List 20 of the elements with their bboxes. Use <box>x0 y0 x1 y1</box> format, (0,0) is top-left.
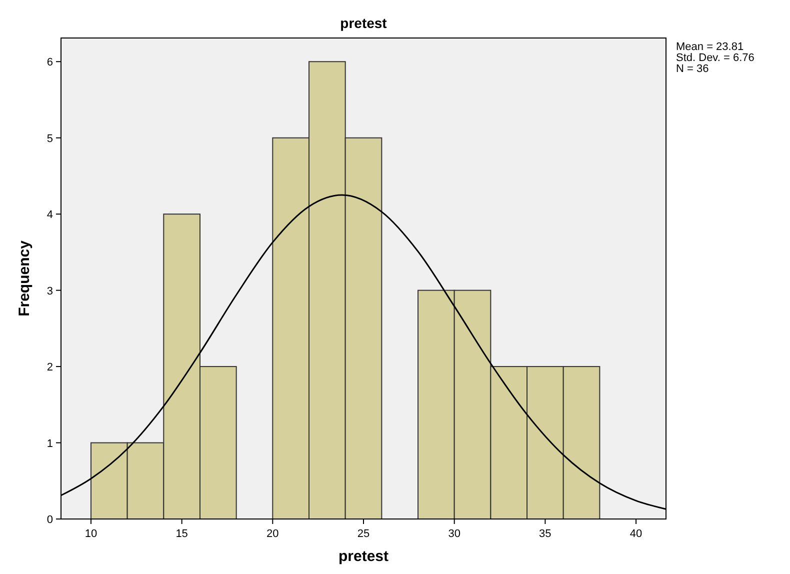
x-tick-label: 30 <box>448 528 460 540</box>
x-tick-label: 25 <box>357 528 370 540</box>
x-tick-label: 40 <box>630 528 642 540</box>
x-axis-title: pretest <box>338 548 389 565</box>
text: Mean = 23.81 <box>676 41 744 53</box>
y-tick-label: 5 <box>46 132 53 145</box>
y-axis-title: Frequency <box>16 240 33 316</box>
y-tick-label: 0 <box>46 514 53 526</box>
chart-title: pretest <box>340 15 388 31</box>
text: N = 36 <box>676 63 709 75</box>
x-tick-label: 10 <box>84 528 98 540</box>
text: Std. Dev. = 6.76 <box>676 52 754 64</box>
x-tick-label: 35 <box>539 528 552 540</box>
y-tick-label: 4 <box>46 209 53 222</box>
x-tick-label: 20 <box>266 528 279 540</box>
y-tick-label: 2 <box>46 362 53 374</box>
x-tick-label: 15 <box>176 528 188 540</box>
y-tick-label: 3 <box>46 285 53 298</box>
y-tick-label: 1 <box>46 438 53 450</box>
y-tick-label: 6 <box>46 56 53 69</box>
